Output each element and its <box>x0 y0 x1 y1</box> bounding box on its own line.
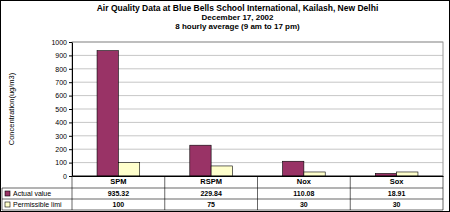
y-axis: 0 100 200 300 400 500 600 700 800 900 1000 <box>51 39 72 180</box>
y-tick: 600 <box>55 92 72 99</box>
y-tick: 400 <box>55 119 72 126</box>
x-axis-line <box>73 176 444 177</box>
y-tick-mark <box>69 136 72 137</box>
legend-key <box>5 191 10 196</box>
y-tick-label: 1000 <box>51 39 67 46</box>
table-value: 75 <box>207 201 215 208</box>
table-value: 30 <box>300 201 308 208</box>
y-tick-label: 300 <box>55 133 67 140</box>
table-line <box>257 176 258 210</box>
y-tick-label: 700 <box>55 79 67 86</box>
table-line <box>2 188 443 189</box>
table-value: 100 <box>113 201 125 208</box>
grid <box>72 42 443 176</box>
grid-line <box>72 68 443 69</box>
plot-area <box>72 42 443 176</box>
chart: Air Quality Data at Blue Bells School In… <box>0 0 450 212</box>
y-tick-mark <box>69 82 72 83</box>
grid-line <box>72 135 443 136</box>
y-axis-title: Concentration(ug/m3) <box>7 72 16 145</box>
y-axis-line <box>72 43 73 177</box>
y-tick-mark <box>69 163 72 164</box>
table-line <box>2 188 3 210</box>
y-tick-label: 400 <box>55 119 67 126</box>
legend-key <box>5 202 10 207</box>
y-tick-mark <box>69 149 72 150</box>
y-tick-label: 500 <box>55 106 67 113</box>
table-value: 935.32 <box>108 190 130 197</box>
y-tick-label: 200 <box>55 146 67 153</box>
bar <box>190 145 211 176</box>
y-tick: 700 <box>55 79 72 86</box>
table-line <box>443 176 444 210</box>
x-tick-label: SPM <box>110 177 126 186</box>
bar <box>283 161 304 176</box>
grid-line <box>72 149 443 150</box>
y-tick-label: 0 <box>63 173 67 180</box>
y-tick: 100 <box>55 159 72 166</box>
grid-line <box>72 42 443 43</box>
bars <box>97 51 418 176</box>
x-tick-label: RSPM <box>200 177 222 186</box>
grid-line <box>72 122 443 123</box>
y-tick: 800 <box>55 66 72 73</box>
table-value: 110.08 <box>293 190 314 197</box>
table-line <box>2 210 443 211</box>
table-line <box>350 176 351 210</box>
table-value: 30 <box>393 201 401 208</box>
x-tick-label: Sox <box>390 177 405 186</box>
table-line <box>72 176 73 210</box>
y-tick: 200 <box>55 146 72 153</box>
x-tick-label: Nox <box>297 177 312 186</box>
x-tick: Sox <box>390 177 405 186</box>
x-tick: Nox <box>297 177 312 186</box>
y-tick: 500 <box>55 106 72 113</box>
x-tick: SPM <box>110 177 126 186</box>
frame <box>1 1 450 212</box>
table-line <box>164 176 165 210</box>
bar <box>304 172 325 176</box>
y-tick-mark <box>69 176 72 177</box>
subtitle: December 17, 2002 <box>201 13 274 22</box>
subtitle: 8 hourly average (9 am to 17 pm) <box>175 22 300 31</box>
y-tick-label: 900 <box>55 52 67 59</box>
title: Air Quality Data at Blue Bells School In… <box>97 3 379 13</box>
data-table: Actual value 935.32 229.84 110.08 18.91 Permi… <box>2 176 443 210</box>
y-tick-label: 100 <box>55 159 67 166</box>
y-tick-mark <box>69 122 72 123</box>
x-tick: RSPM <box>200 177 222 186</box>
grid-line <box>72 82 443 83</box>
y-tick-mark <box>69 69 72 70</box>
legend-label: Actual value <box>13 190 51 197</box>
grid-line <box>72 95 443 96</box>
bar <box>211 166 232 176</box>
grid-line <box>72 109 443 110</box>
y-tick-label: 600 <box>55 92 67 99</box>
table-value: 229.84 <box>200 190 222 197</box>
bar <box>97 51 118 176</box>
y-tick: 300 <box>55 133 72 140</box>
bar <box>118 163 139 176</box>
y-tick: 1000 <box>51 39 72 46</box>
bar <box>397 172 418 176</box>
x-axis: SPM RSPM Nox Sox <box>73 177 444 187</box>
y-tick: 900 <box>55 52 72 59</box>
grid-line <box>72 55 443 56</box>
y-tick-mark <box>69 109 72 110</box>
legend-label: Permissible limi <box>13 201 62 208</box>
y-tick-label: 800 <box>55 66 67 73</box>
table-value: 18.91 <box>388 190 406 197</box>
y-tick: 0 <box>63 173 72 180</box>
bar <box>375 173 396 176</box>
table-line <box>2 199 443 200</box>
y-tick-mark <box>69 55 72 56</box>
y-tick-mark <box>69 96 72 97</box>
y-tick-mark <box>69 42 72 43</box>
